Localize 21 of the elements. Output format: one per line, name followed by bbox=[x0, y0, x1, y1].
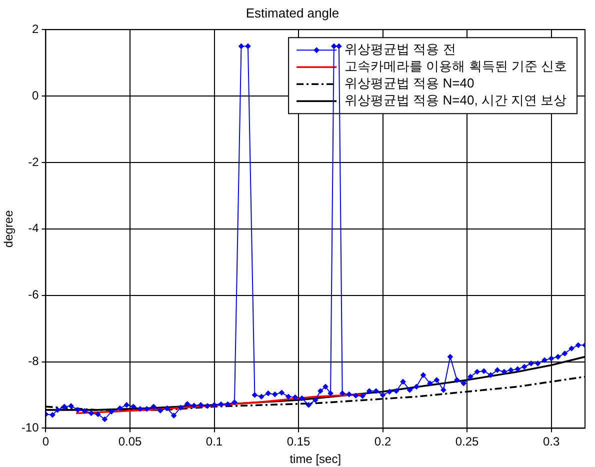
y-tick-label: -2 bbox=[28, 154, 40, 169]
x-tick-label: 0.2 bbox=[374, 434, 392, 449]
y-axis-title: degree bbox=[2, 210, 16, 248]
y-tick-label: -10 bbox=[21, 420, 40, 435]
x-tick-label: 0.15 bbox=[286, 434, 311, 449]
x-tick-label: 0.3 bbox=[542, 434, 560, 449]
x-tick-label: 0 bbox=[42, 434, 50, 449]
chart-title: Estimated angle bbox=[246, 5, 340, 20]
legend-label: 위상평균법 적용 N=40 bbox=[344, 76, 474, 91]
x-tick-label: 0.05 bbox=[118, 434, 142, 449]
x-tick-label: 0.1 bbox=[206, 434, 223, 449]
legend-label: 고속카메라를 이용해 획득된 기준 신호 bbox=[344, 58, 568, 74]
y-tick-label: -4 bbox=[28, 221, 40, 236]
x-axis-title: time [sec] bbox=[290, 452, 342, 466]
y-tick-label: -6 bbox=[28, 288, 40, 302]
legend-label: 위상평균법 적용 N=40, 시간 지연 보상 bbox=[344, 92, 567, 108]
y-tick-label: 2 bbox=[32, 22, 40, 36]
legend-label: 위상평균법 적용 전 bbox=[344, 42, 456, 57]
y-tick-label: 0 bbox=[32, 88, 40, 102]
x-tick-label: 0.25 bbox=[455, 434, 480, 449]
y-tick-label: -8 bbox=[28, 354, 40, 368]
